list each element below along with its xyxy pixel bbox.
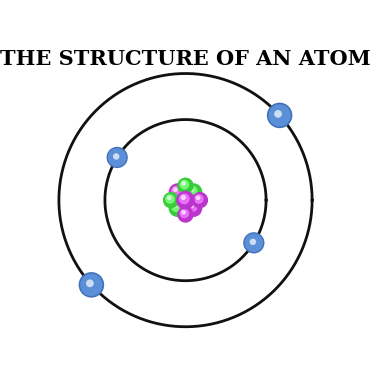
Circle shape	[195, 195, 203, 203]
Circle shape	[168, 196, 171, 200]
Circle shape	[188, 187, 197, 195]
Circle shape	[180, 180, 188, 189]
Circle shape	[186, 200, 201, 216]
Circle shape	[182, 211, 185, 214]
Circle shape	[196, 196, 200, 200]
Circle shape	[193, 193, 207, 208]
Point	[277, 112, 283, 118]
Circle shape	[170, 200, 186, 216]
Point	[87, 280, 93, 286]
Circle shape	[180, 209, 188, 218]
Circle shape	[190, 204, 193, 208]
Text: THE STRUCTURE OF AN ATOM: THE STRUCTURE OF AN ATOM	[0, 49, 371, 69]
Point	[251, 240, 257, 246]
Point	[114, 154, 120, 160]
Circle shape	[188, 203, 197, 211]
Circle shape	[166, 195, 174, 203]
Circle shape	[178, 178, 193, 193]
Point	[277, 112, 283, 118]
Circle shape	[190, 188, 193, 192]
Circle shape	[181, 196, 185, 200]
Circle shape	[182, 182, 185, 185]
Point	[88, 282, 94, 288]
Point	[251, 240, 257, 246]
Point	[114, 154, 120, 160]
Circle shape	[164, 193, 178, 208]
Circle shape	[172, 187, 181, 195]
Circle shape	[172, 203, 181, 211]
Point	[88, 282, 94, 288]
Point	[275, 111, 281, 117]
Circle shape	[174, 188, 177, 192]
Point	[113, 154, 119, 160]
Circle shape	[178, 207, 193, 222]
Circle shape	[170, 184, 186, 200]
Circle shape	[186, 184, 201, 200]
Circle shape	[180, 194, 189, 204]
Circle shape	[177, 192, 194, 209]
Point	[250, 239, 256, 245]
Circle shape	[174, 204, 177, 208]
